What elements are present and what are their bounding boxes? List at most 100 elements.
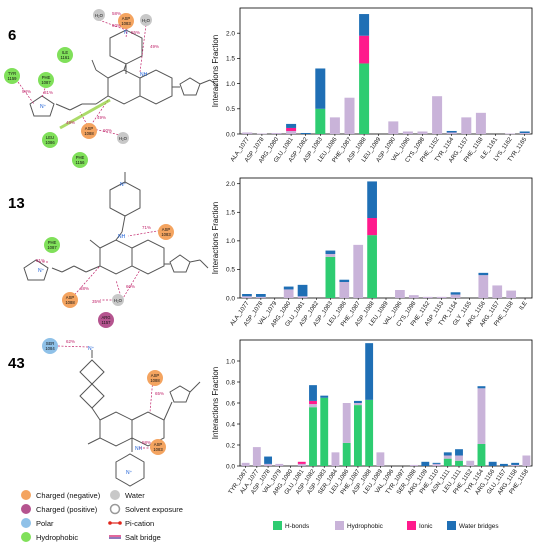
bar-segment-hydrophobic <box>402 131 413 134</box>
legend-label: Salt bridge <box>125 533 161 542</box>
svg-text:1083: 1083 <box>121 21 131 26</box>
svg-text:49%: 49% <box>66 120 75 125</box>
bar-segment-water-bridges <box>339 279 350 282</box>
bar-segment-water-bridges <box>488 461 497 466</box>
bar-segment-hydrophobic <box>256 133 267 135</box>
svg-text:55%: 55% <box>131 30 140 35</box>
bar-segment-water-bridges <box>353 400 362 403</box>
svg-text:ILE: ILE <box>62 50 68 55</box>
ring-nitrogen: N⁺ <box>120 182 127 188</box>
bar-segment-hydrophobic <box>255 296 266 298</box>
legend-swatch-water-bridges <box>447 521 456 530</box>
svg-text:1083: 1083 <box>161 232 171 237</box>
bar-segment-hydrophobic <box>446 132 457 134</box>
legend-label-hbonds: H-bonds <box>285 523 309 530</box>
piperidine-nitrogen: N⁺ <box>126 470 133 476</box>
residue-label: ASP <box>122 16 131 21</box>
residue-node-asp1088-13: ASP 1088 <box>62 292 78 308</box>
svg-text:58%: 58% <box>142 440 151 445</box>
legend-swatch-hydrophobic <box>335 521 344 530</box>
bar-segment-hydrophobic <box>477 388 486 444</box>
bar-segment-ionic <box>309 400 317 405</box>
svg-text:1083: 1083 <box>153 447 163 452</box>
pyrrolidine-nitrogen: N⁺ <box>40 104 47 110</box>
bar-segment-hydrophobic <box>297 296 308 298</box>
bar-segment-hydrophobic <box>344 97 355 134</box>
residue-node-leu1086: LEU 1086 <box>42 132 58 148</box>
svg-text:1084: 1084 <box>45 346 55 351</box>
x-tick-label: ILE <box>519 301 529 312</box>
bar-segment-hydrophobic <box>329 117 340 134</box>
bar-segment-h-bonds <box>443 458 452 466</box>
residue-node-water-13: H₂O <box>112 294 124 306</box>
bar-segment-hydrophobic <box>478 275 489 298</box>
interactions-6 <box>17 19 147 136</box>
amine-nitrogen: NH <box>118 234 126 240</box>
residue-node-asp1088: ASP 1088 <box>81 123 97 139</box>
bar-segment-h-bonds <box>309 407 317 466</box>
bar-segment-water-bridges <box>511 462 520 465</box>
bar-segment-hydrophobic <box>408 295 419 298</box>
residue-node-ser1084-43: SER 1084 <box>42 338 58 354</box>
bar-segment-hydrophobic <box>455 455 463 461</box>
bar-segment-water-bridges <box>283 286 294 290</box>
residue-node-ile1161: ILE 1161 <box>57 47 73 63</box>
bar-segment-hydrophobic <box>353 244 364 298</box>
y-tick-label: 0.5 <box>226 106 235 113</box>
svg-text:ASP: ASP <box>151 373 160 378</box>
bar-segment-h-bonds <box>342 442 351 466</box>
bar-segment-water-bridges <box>443 452 452 456</box>
bar-segment-hydrophobic <box>264 463 273 466</box>
y-axis-title: Interactions Fraction <box>211 367 220 439</box>
bar-segment-h-bonds <box>315 108 326 134</box>
y-tick-label: 1.0 <box>226 81 235 88</box>
y-tick-label: 0.5 <box>226 267 235 274</box>
bar-segment-water-bridges <box>242 294 252 297</box>
residue-label: H₂O <box>119 136 128 141</box>
bar-segment-hydrophobic <box>275 463 284 466</box>
svg-text:1088: 1088 <box>150 378 160 383</box>
bar-segment-water-bridges <box>300 132 311 134</box>
y-tick-label: 0.6 <box>226 400 235 407</box>
compound-label-6: 6 <box>8 27 16 44</box>
bar-segment-water-bridges <box>359 14 370 36</box>
y-tick-label: 1.5 <box>226 56 235 63</box>
bar-segment-hydrophobic <box>410 464 419 466</box>
svg-text:1159: 1159 <box>7 76 17 81</box>
svg-text:ASP: ASP <box>162 227 171 232</box>
bar-segment-hydrophobic <box>519 132 530 134</box>
bar-segment-hydrophobic <box>242 296 252 298</box>
svg-text:TYR: TYR <box>8 71 16 76</box>
svg-text:49%: 49% <box>150 44 159 49</box>
bar-segment-water-bridges <box>432 462 441 464</box>
bar-segment-hydrophobic <box>376 452 385 466</box>
svg-text:1087: 1087 <box>47 245 57 250</box>
svg-text:81%: 81% <box>36 258 45 263</box>
svg-text:1161: 1161 <box>60 55 70 60</box>
bar-segment-water-bridges <box>264 456 273 464</box>
bar-segment-hydrophobic <box>505 133 516 135</box>
plot-frame <box>239 339 533 467</box>
bar-segment-hydrophobic <box>331 452 340 466</box>
bar-segment-hydrophobic <box>432 463 441 466</box>
residue-label: H₂O <box>95 13 104 18</box>
legend-swatch-water <box>110 490 120 500</box>
svg-text:60%: 60% <box>103 128 112 133</box>
bar-segment-ionic <box>359 35 370 64</box>
residue-node-asp1083-43: ASP 1083 <box>150 439 166 455</box>
bar-segment-hydrophobic <box>511 464 520 466</box>
bar-segment-water-bridges <box>309 385 317 401</box>
bar-segment-hydrophobic <box>252 447 261 466</box>
bar-segment-ionic <box>367 218 377 236</box>
legend-swatch-ionic <box>407 521 416 530</box>
bar-segment-hydrophobic <box>339 282 350 298</box>
residue-node-phe1156: PHE 1156 <box>72 152 88 168</box>
svg-text:60%: 60% <box>112 23 121 28</box>
svg-text:71%: 71% <box>142 225 151 230</box>
bar-segment-water-bridges <box>367 181 377 218</box>
bar-segment-ionic <box>297 461 306 464</box>
bar-segment-h-bonds <box>359 63 370 134</box>
